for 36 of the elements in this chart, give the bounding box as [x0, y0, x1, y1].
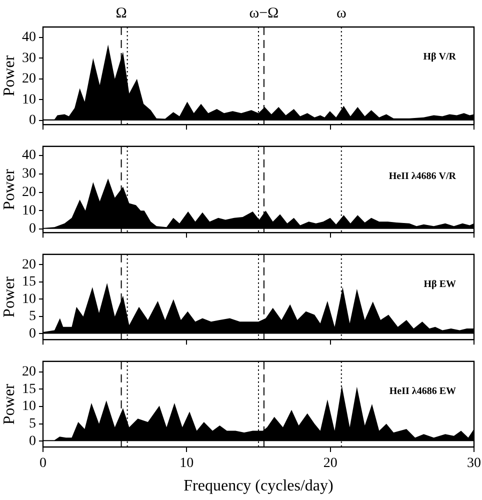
- y-tick-label: 10: [22, 203, 36, 218]
- y-tick-label: 20: [22, 257, 36, 272]
- y-tick-label: 30: [22, 166, 36, 182]
- y-tick-label: 0: [29, 326, 36, 342]
- annotation: Hβ V/R: [423, 52, 457, 63]
- x-tick-label: 0: [40, 456, 46, 472]
- ref-line-label: ω−Ω: [249, 5, 279, 22]
- y-tick-label: 15: [22, 382, 36, 397]
- y-tick-label: 10: [22, 92, 36, 108]
- y-tick-label: 10: [22, 399, 36, 414]
- y-axis-title: Power: [0, 168, 18, 210]
- x-axis-title: Frequency (cycles/day): [184, 478, 334, 495]
- x-tick-label: 10: [180, 456, 194, 472]
- y-tick-label: 30: [22, 50, 36, 66]
- annotation: HeII λ4686 V/R: [388, 170, 457, 182]
- annotation: Hβ EW: [424, 278, 456, 290]
- y-axis-title: Power: [0, 54, 18, 96]
- y-tick-label: 40: [22, 30, 36, 46]
- y-tick-label: 10: [22, 292, 36, 307]
- y-axis-title: Power: [0, 276, 18, 318]
- y-tick-label: 20: [22, 72, 36, 87]
- y-axis-title: Power: [0, 383, 18, 425]
- x-tick-label: 20: [323, 456, 338, 472]
- y-tick-label: 15: [22, 274, 36, 290]
- y-tick-label: 20: [22, 184, 36, 200]
- ref-line-label: Ω: [116, 5, 127, 22]
- y-tick-label: 0: [29, 434, 36, 449]
- ref-line-label: ω: [336, 5, 346, 22]
- annotation: HeII λ4686 EW: [389, 386, 456, 397]
- y-tick-label: 0: [29, 222, 36, 237]
- y-tick-label: 40: [22, 148, 36, 164]
- y-tick-label: 20: [22, 364, 36, 380]
- y-tick-label: 0: [29, 113, 36, 128]
- x-tick-label: 30: [467, 456, 481, 472]
- y-tick-label: 5: [29, 309, 36, 324]
- y-tick-label: 5: [29, 416, 36, 432]
